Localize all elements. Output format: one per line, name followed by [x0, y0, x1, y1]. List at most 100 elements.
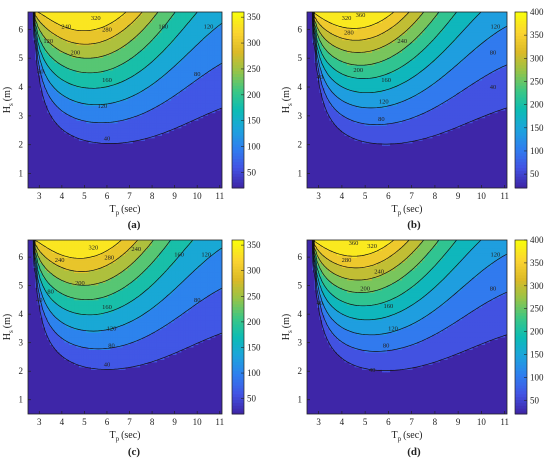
contour-label: 40 — [104, 136, 111, 143]
x-tick-label: 6 — [386, 417, 391, 427]
x-tick-label: 11 — [500, 417, 509, 427]
contour-label: 80 — [37, 68, 44, 75]
y-tick-label: 4 — [19, 309, 24, 319]
contour-line — [312, 12, 457, 79]
x-tick-label: 3 — [37, 191, 42, 201]
contour-label: 120 — [43, 38, 53, 45]
contour-label: 80 — [47, 289, 54, 296]
x-tick-label: 8 — [150, 417, 155, 427]
contour-label: 120 — [491, 252, 501, 259]
plot-frame — [27, 239, 223, 415]
x-tick-label: 8 — [150, 191, 155, 201]
x-axis-label: Tp (sec) — [391, 204, 422, 217]
contour-line — [34, 240, 138, 272]
colorbar-frame — [231, 11, 245, 189]
chart-panel: 40 40 80 80 80 120 120 160 160 200 240 240 280 320 3 4 5… — [2, 239, 261, 458]
contour-line — [313, 240, 440, 293]
contour-label: 280 — [102, 27, 112, 34]
contour-label: 160 — [174, 252, 184, 259]
x-tick-label: 9 — [172, 191, 177, 201]
contour-line — [34, 12, 143, 45]
contour-line — [313, 240, 410, 269]
x-tick-label: 5 — [363, 191, 368, 201]
contour-label: 320 — [342, 15, 352, 22]
x-tick-label: 10 — [193, 417, 203, 427]
contour-line — [34, 12, 176, 74]
contour-label: 40 — [36, 297, 43, 304]
colorbar-tick-label: 200 — [247, 90, 261, 100]
y-tick-label: 2 — [19, 140, 24, 150]
contour-line — [34, 12, 159, 59]
y-tick-label: 6 — [298, 24, 303, 34]
colorbar-frame — [514, 11, 528, 189]
contour-label: 120 — [491, 24, 501, 31]
colorbar-tick-label: 150 — [247, 342, 261, 352]
y-tick-label: 3 — [298, 338, 303, 348]
y-tick-label: 6 — [19, 252, 24, 262]
y-tick-label: 5 — [19, 53, 24, 63]
contour-label: 320 — [91, 15, 101, 22]
y-tick-label: 1 — [298, 395, 303, 405]
colorbar-tick-label: 350 — [247, 12, 261, 22]
colorbar-tick-label: 300 — [530, 281, 544, 291]
contour-line — [312, 12, 482, 94]
colorbar-tick-label: 50 — [530, 169, 540, 179]
colorbar-tick-label: 150 — [530, 123, 544, 133]
contour-line — [313, 240, 424, 281]
contour-label: 320 — [89, 244, 99, 251]
colorbar-tick-label: 300 — [247, 38, 261, 48]
x-tick-label: 7 — [409, 417, 414, 427]
panel-label: (d) — [407, 446, 421, 458]
contour-line — [34, 240, 154, 286]
contour-line — [32, 240, 222, 370]
contour-line — [312, 240, 482, 321]
contour-label: 160 — [102, 304, 112, 311]
contour-label: 280 — [344, 29, 354, 36]
colorbar-tick-label: 300 — [530, 53, 544, 63]
plot-frame — [306, 239, 508, 415]
colorbar: 50 100 150 200 250 300 350 — [231, 239, 261, 415]
contour-label: 240 — [374, 269, 384, 276]
contour-line — [33, 240, 194, 316]
y-tick-label: 3 — [298, 111, 303, 121]
y-tick-label: 4 — [19, 82, 24, 92]
contour-label: 200 — [75, 280, 85, 287]
contour-label: 360 — [349, 240, 359, 247]
colorbar-tick-label: 350 — [530, 258, 544, 268]
x-tick-label: 11 — [215, 191, 224, 201]
contour-label: 40 — [369, 367, 376, 374]
x-tick-label: 10 — [477, 191, 487, 201]
x-tick-label: 7 — [127, 417, 132, 427]
x-tick-label: 8 — [433, 191, 438, 201]
x-tick-label: 4 — [340, 191, 345, 201]
x-tick-label: 4 — [60, 417, 65, 427]
x-tick-label: 7 — [127, 191, 132, 201]
contour-line — [311, 240, 507, 371]
contour-line — [32, 12, 222, 144]
contour-line — [33, 240, 171, 301]
panel-label: (c) — [128, 446, 141, 458]
x-tick-label: 6 — [105, 417, 110, 427]
y-tick-label: 1 — [19, 395, 24, 405]
contour-line — [313, 12, 424, 53]
colorbar-frame — [514, 239, 528, 415]
contour-label: 240 — [61, 24, 71, 31]
colorbar-tick-label: 50 — [247, 167, 257, 177]
colorbar-tick-label: 100 — [247, 368, 261, 378]
colorbar-tick-label: 250 — [247, 291, 261, 301]
contour-line — [311, 12, 507, 145]
y-tick-label: 6 — [19, 24, 24, 34]
colorbar-tick-label: 300 — [247, 266, 261, 276]
colorbar-tick-label: 250 — [530, 304, 544, 314]
contour-label: 320 — [367, 243, 377, 250]
contour-label: 160 — [158, 24, 168, 31]
colorbar-tick-label: 200 — [530, 100, 544, 110]
x-axis-label: Tp (sec) — [391, 430, 422, 443]
contour-field: 40 40 80 80 120 120 160 200 240 280 320 360 — [307, 12, 507, 188]
x-tick-label: 9 — [456, 417, 461, 427]
y-tick-label: 3 — [19, 338, 24, 348]
y-tick-label: 5 — [298, 281, 303, 291]
x-tick-label: 6 — [105, 191, 110, 201]
